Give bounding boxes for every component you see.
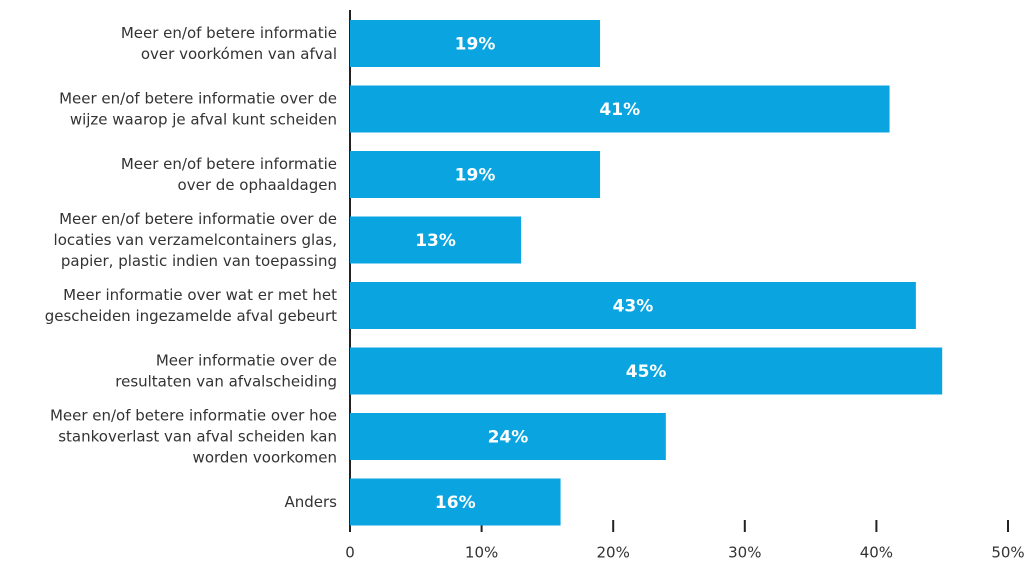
category-label: Meer informatie over wat er met het gesch… [45, 286, 337, 325]
category-line: gescheiden ingezamelde afval gebeurt [45, 307, 337, 325]
category-label: Meer en/of betere informatie over de opha… [121, 155, 337, 194]
x-tick-label: 20% [597, 544, 630, 562]
category-label: Meer en/of betere informatie over voorkóm… [121, 24, 337, 63]
value-label: 19% [455, 166, 496, 186]
category-line: Meer informatie over wat er met het [63, 286, 337, 304]
bar [350, 216, 522, 264]
category-line: locaties van verzamelcontainers glas, [54, 231, 337, 249]
bar [350, 478, 561, 526]
category-line: Meer informatie over de [156, 351, 337, 369]
category-line: worden voorkomen [193, 448, 337, 466]
bar [350, 151, 601, 198]
category-label: Meer informatie over de resultaten van af… [115, 351, 337, 390]
category-label: Meer en/of betere informatie over de loca… [54, 210, 337, 270]
category-line: Meer en/of betere informatie over de [59, 89, 337, 107]
category-line: Meer en/of betere informatie [121, 155, 337, 173]
value-label: 24% [488, 428, 529, 448]
value-label: 19% [455, 35, 496, 55]
x-tick-label: 50% [991, 544, 1024, 562]
value-label: 43% [613, 297, 654, 317]
category-label: Meer en/of betere informatie over de wijz… [59, 89, 337, 128]
bar [350, 20, 601, 67]
category-line: Meer en/of betere informatie over de [59, 210, 337, 228]
x-tick-label: 30% [728, 544, 761, 562]
category-label: Meer en/of betere informatie over hoe sta… [50, 406, 337, 466]
value-label: 16% [435, 493, 476, 513]
category-line: wijze waarop je afval kunt scheiden [70, 110, 337, 128]
category-line: resultaten van afvalscheiding [115, 372, 337, 390]
bar [350, 413, 666, 460]
x-tick-label: 10% [465, 544, 498, 562]
category-line: Meer en/of betere informatie [121, 24, 337, 42]
category-line: Meer en/of betere informatie over hoe [50, 406, 337, 424]
category-label: Anders [285, 493, 338, 511]
x-tick-label: 40% [860, 544, 893, 562]
x-tick-label: 0 [345, 544, 355, 562]
category-line: over de ophaaldagen [178, 176, 337, 194]
value-label: 41% [599, 100, 640, 120]
value-label: 13% [415, 231, 456, 251]
category-line: Anders [285, 493, 338, 511]
bar [350, 85, 890, 133]
category-line: over voorkómen van afval [141, 45, 337, 63]
category-line: papier, plastic indien van toepassing [61, 252, 337, 270]
bar [350, 282, 916, 329]
bar [350, 347, 943, 395]
category-line: stankoverlast van afval scheiden kan [58, 427, 337, 445]
value-label: 45% [626, 362, 667, 382]
